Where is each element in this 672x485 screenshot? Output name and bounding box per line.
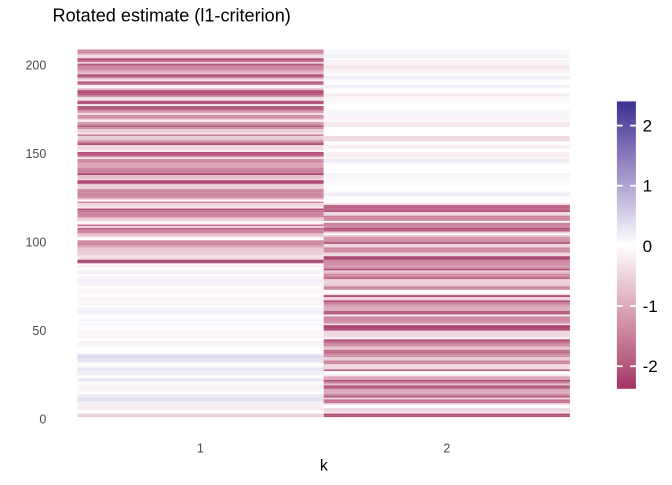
svg-text:0: 0 [39,413,46,427]
svg-text:0: 0 [643,237,652,256]
svg-text:2: 2 [643,117,652,136]
svg-text:150: 150 [25,147,46,161]
svg-text:200: 200 [25,59,46,73]
svg-text:1: 1 [197,442,204,456]
svg-text:50: 50 [32,324,46,338]
svg-text:2: 2 [443,442,450,456]
svg-text:Rotated estimate (l1-criterion: Rotated estimate (l1-criterion) [53,6,291,26]
svg-text:100: 100 [25,236,46,250]
svg-text:1: 1 [643,177,652,196]
svg-text:-1: -1 [643,297,658,316]
svg-text:k: k [320,457,329,474]
svg-text:-2: -2 [643,357,658,376]
